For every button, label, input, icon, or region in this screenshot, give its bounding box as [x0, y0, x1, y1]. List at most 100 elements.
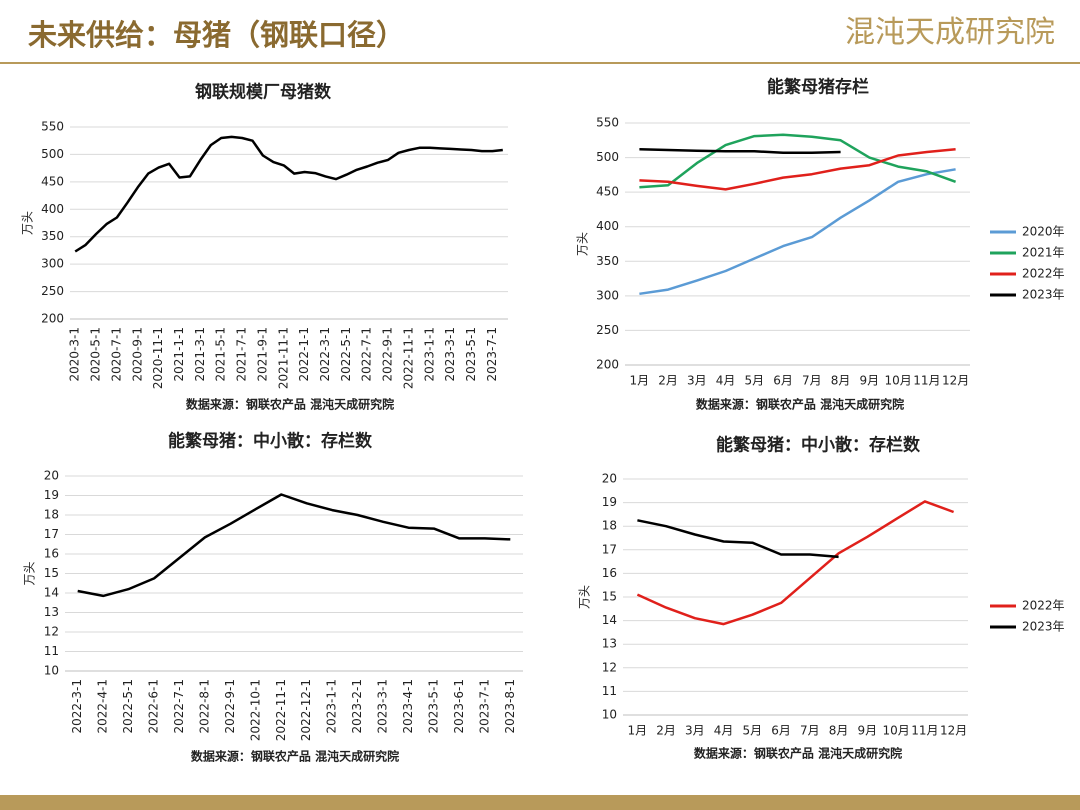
- y-tick-label: 17: [602, 542, 617, 556]
- x-tick-label: 2022-7-1: [360, 327, 374, 381]
- footer-bar: [0, 795, 1080, 810]
- x-tick-label: 2月: [658, 374, 678, 388]
- source-note: 数据来源：钢联农产品 混沌天成研究院: [696, 397, 904, 412]
- y-tick-label: 13: [44, 605, 59, 619]
- y-tick-label: 14: [44, 586, 59, 600]
- chart-title: 钢联规模厂母猪数: [195, 82, 332, 103]
- x-tick-label: 11月: [911, 724, 938, 738]
- x-tick-label: 8月: [829, 724, 849, 738]
- x-tick-label: 2022-4-1: [96, 679, 110, 733]
- x-tick-label: 5月: [745, 374, 765, 388]
- chart-title: 能繁母猪存栏: [767, 77, 869, 98]
- x-tick-label: 2020-11-1: [151, 327, 165, 389]
- x-tick-label: 2022-10-1: [248, 679, 262, 741]
- x-tick-label: 2021-5-1: [214, 327, 228, 381]
- x-tick-label: 2023-7-1: [477, 679, 491, 733]
- y-tick-label: 400: [41, 202, 64, 216]
- x-tick-label: 2022-11-1: [401, 327, 415, 389]
- x-tick-label: 12月: [940, 724, 967, 738]
- x-tick-label: 2023-1-1: [325, 679, 339, 733]
- x-tick-label: 5月: [743, 724, 763, 738]
- line-series: [637, 519, 839, 559]
- y-tick-label: 11: [602, 684, 617, 698]
- x-tick-label: 2022-9-1: [381, 327, 395, 381]
- y-tick-label: 450: [41, 174, 64, 188]
- y-tick-label: 16: [44, 547, 59, 561]
- x-tick-label: 4月: [716, 374, 736, 388]
- y-tick-label: 250: [596, 323, 619, 337]
- legend-label: 2023年: [1022, 288, 1065, 302]
- y-tick-label: 10: [602, 708, 617, 722]
- y-tick-label: 18: [44, 508, 59, 522]
- y-tick-label: 17: [44, 527, 59, 541]
- x-tick-label: 2022-9-1: [223, 679, 237, 733]
- x-tick-label: 7月: [800, 724, 820, 738]
- x-tick-label: 2021-7-1: [235, 327, 249, 381]
- x-tick-label: 7月: [802, 374, 822, 388]
- x-tick-label: 2022-3-1: [70, 679, 84, 733]
- y-tick-label: 300: [596, 288, 619, 302]
- x-tick-label: 2022-5-1: [121, 679, 135, 733]
- x-tick-label: 9月: [860, 374, 880, 388]
- x-tick-label: 2022-6-1: [147, 679, 161, 733]
- line-series: [639, 148, 956, 191]
- x-tick-label: 2023-5-1: [464, 327, 478, 381]
- x-tick-label: 2022-3-1: [318, 327, 332, 381]
- y-tick-label: 500: [596, 150, 619, 164]
- y-tick-label: 400: [596, 219, 619, 233]
- y-tick-label: 16: [602, 566, 617, 580]
- legend-label: 2022年: [1022, 599, 1065, 613]
- x-tick-label: 6月: [773, 374, 793, 388]
- y-tick-label: 20: [44, 469, 59, 483]
- x-tick-label: 2023-1-1: [422, 327, 436, 381]
- line-series: [74, 135, 503, 253]
- y-tick-label: 19: [44, 488, 59, 502]
- x-tick-label: 2023-5-1: [426, 679, 440, 733]
- x-tick-label: 1月: [628, 724, 648, 738]
- line-series: [639, 168, 956, 296]
- x-tick-label: 2023-7-1: [485, 327, 499, 381]
- x-tick-label: 2021-1-1: [172, 327, 186, 381]
- x-tick-label: 2023-3-1: [376, 679, 390, 733]
- y-tick-label: 350: [41, 229, 64, 243]
- y-tick-label: 14: [602, 613, 617, 627]
- x-tick-label: 2022-8-1: [197, 679, 211, 733]
- x-tick-label: 12月: [942, 374, 969, 388]
- y-tick-label: 20: [602, 472, 617, 486]
- y-tick-label: 500: [41, 147, 64, 161]
- legend-label: 2021年: [1022, 246, 1065, 260]
- x-tick-label: 10月: [884, 374, 911, 388]
- legend-label: 2023年: [1022, 620, 1065, 634]
- x-tick-label: 2023-6-1: [452, 679, 466, 733]
- x-tick-label: 4月: [714, 724, 734, 738]
- y-tick-label: 250: [41, 284, 64, 298]
- y-tick-label: 19: [602, 495, 617, 509]
- y-tick-label: 13: [602, 637, 617, 651]
- chart-title: 能繁母猪：中小散：存栏数: [716, 435, 921, 456]
- x-tick-label: 2022-5-1: [339, 327, 353, 381]
- x-tick-label: 3月: [685, 724, 705, 738]
- y-tick-label: 18: [602, 519, 617, 533]
- y-tick-label: 200: [596, 358, 619, 372]
- x-tick-label: 2023-8-1: [503, 679, 517, 733]
- source-note: 数据来源：钢联农产品 混沌天成研究院: [694, 746, 902, 761]
- y-tick-label: 450: [596, 185, 619, 199]
- source-note: 数据来源：钢联农产品 混沌天成研究院: [191, 749, 399, 764]
- line-series: [639, 133, 957, 189]
- x-tick-label: 2021-3-1: [193, 327, 207, 381]
- y-tick-label: 200: [41, 312, 64, 326]
- x-tick-label: 6月: [771, 724, 791, 738]
- y-tick-label: 350: [596, 254, 619, 268]
- x-tick-label: 2023-3-1: [443, 327, 457, 381]
- y-tick-label: 12: [44, 625, 59, 639]
- y-axis-label: 万头: [21, 211, 35, 235]
- x-tick-label: 2020-5-1: [89, 327, 103, 381]
- y-tick-label: 10: [44, 664, 59, 678]
- y-tick-label: 550: [596, 116, 619, 130]
- chart-title: 能繁母猪：中小散：存栏数: [168, 431, 373, 452]
- x-tick-label: 2月: [656, 724, 676, 738]
- y-tick-label: 550: [41, 120, 64, 134]
- x-tick-label: 11月: [913, 374, 940, 388]
- y-tick-label: 15: [602, 590, 617, 604]
